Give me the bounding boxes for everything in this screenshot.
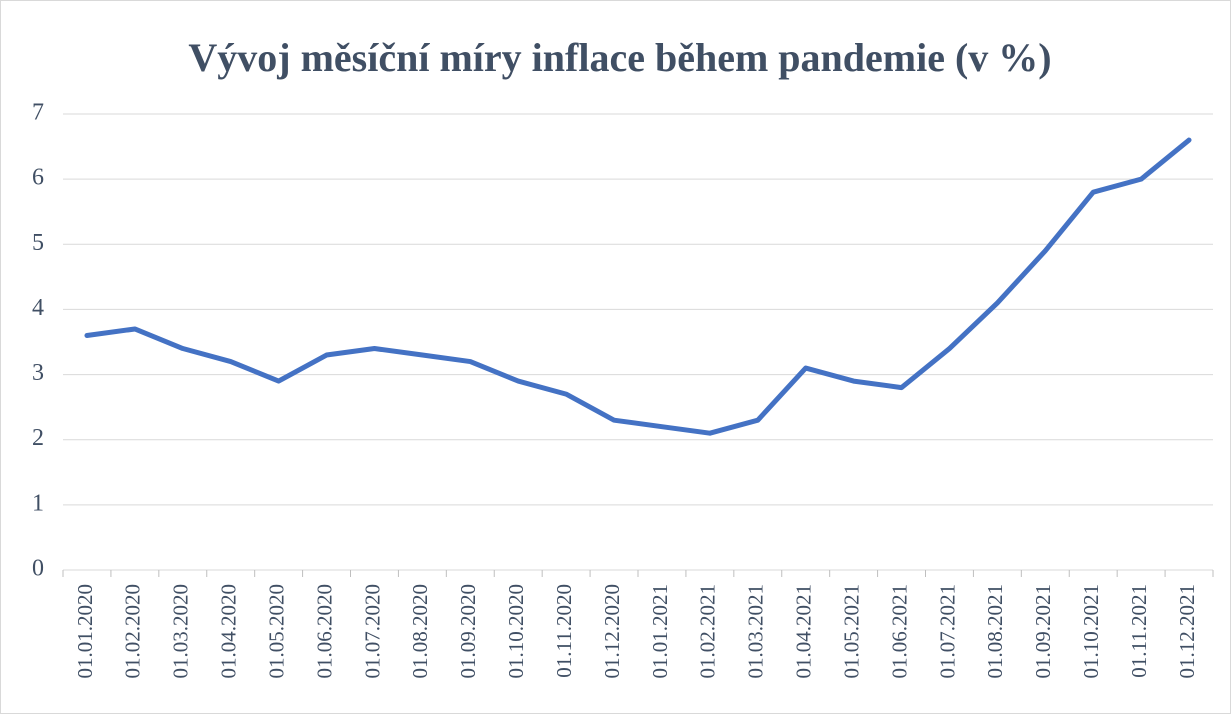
x-tick-label: 01.09.2021 bbox=[1031, 584, 1055, 679]
y-tick-label: 1 bbox=[32, 490, 44, 516]
y-tick-label: 5 bbox=[32, 230, 44, 256]
x-tick-label: 01.09.2020 bbox=[456, 584, 480, 679]
x-tick-label: 01.03.2020 bbox=[169, 584, 193, 679]
x-tick-label: 01.10.2021 bbox=[1079, 584, 1103, 679]
y-tick-label: 4 bbox=[32, 295, 44, 321]
x-tick-label: 01.05.2020 bbox=[264, 584, 288, 679]
x-tick-label: 01.12.2021 bbox=[1175, 584, 1199, 679]
y-tick-label: 6 bbox=[32, 165, 44, 191]
x-tick-label: 01.07.2021 bbox=[935, 584, 959, 679]
x-tick-label: 01.06.2020 bbox=[312, 584, 336, 679]
x-tick-label: 01.04.2020 bbox=[217, 584, 241, 679]
x-tick-label: 01.06.2021 bbox=[887, 584, 911, 679]
x-tick-label: 01.07.2020 bbox=[360, 584, 384, 679]
x-tick-label: 01.08.2021 bbox=[983, 584, 1007, 679]
x-tick-label: 01.08.2020 bbox=[408, 584, 432, 679]
x-tick-label: 01.03.2021 bbox=[744, 584, 768, 679]
y-tick-label: 7 bbox=[32, 100, 44, 126]
line bbox=[84, 137, 1192, 436]
x-tick-label: 01.11.2021 bbox=[1127, 584, 1151, 678]
x-tick-label: 01.10.2020 bbox=[504, 584, 528, 679]
x-tick-label: 01.01.2021 bbox=[648, 584, 672, 679]
y-tick-label: 0 bbox=[32, 556, 44, 582]
y-tick-label: 2 bbox=[32, 425, 44, 451]
chart-title: Vývoj měsíční míry inflace během pandemi… bbox=[188, 35, 1051, 80]
x-tick-label: 01.02.2020 bbox=[121, 584, 145, 679]
y-tick-label: 3 bbox=[32, 360, 44, 386]
x-tick-label: 01.02.2021 bbox=[696, 584, 720, 679]
x-tick-label: 01.05.2021 bbox=[839, 584, 863, 679]
x-tick-label: 01.04.2021 bbox=[792, 584, 816, 679]
x-tick-label: 01.11.2020 bbox=[552, 584, 576, 678]
x-tick-label: 01.12.2020 bbox=[600, 584, 624, 679]
x-tick-label: 01.01.2020 bbox=[73, 584, 97, 679]
